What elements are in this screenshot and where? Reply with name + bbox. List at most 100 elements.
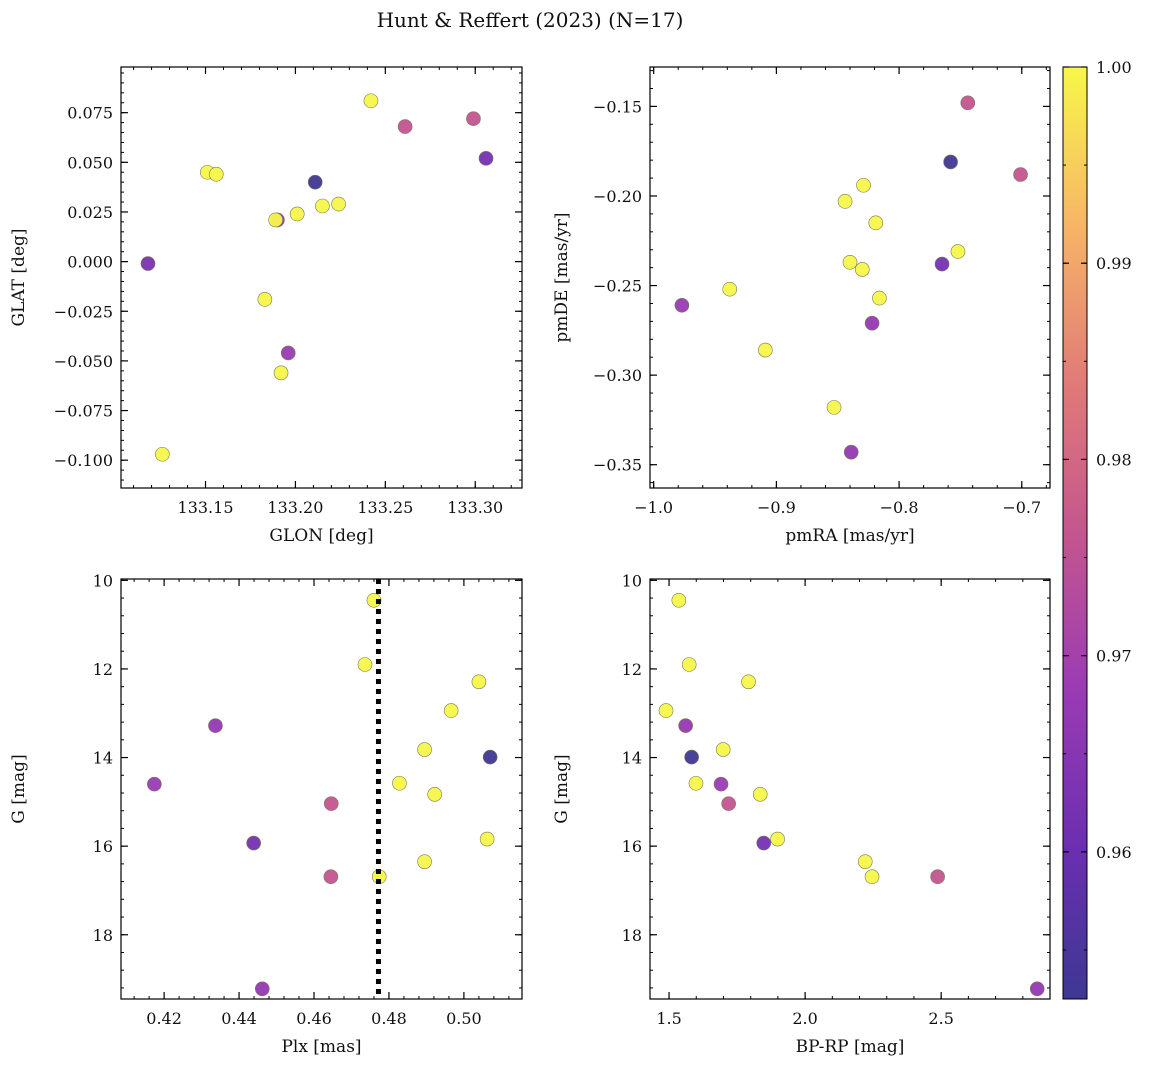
- x-axis-label: BP-RP [mag]: [796, 1037, 905, 1057]
- y-tick-label: −0.20: [593, 187, 642, 206]
- scatter-point: [471, 674, 487, 690]
- figure-title: Hunt & Reffert (2023) (N=17): [377, 8, 684, 32]
- scatter-point: [856, 177, 871, 193]
- scatter-point: [155, 446, 170, 462]
- y-axis-label: pmDE [mas/yr]: [552, 212, 572, 342]
- scatter-point: [826, 400, 842, 415]
- axes-frame: [120, 66, 523, 489]
- y-tick-label: −0.025: [54, 302, 113, 321]
- x-tick-label: 133.20: [267, 498, 323, 517]
- scatter-point: [756, 835, 772, 851]
- scatter-points: [140, 93, 494, 462]
- x-tick-label: 133.25: [357, 498, 413, 517]
- scatter-point: [671, 592, 687, 608]
- scatter-point: [854, 262, 870, 277]
- scatter-point: [721, 796, 736, 811]
- y-tick-label: 12: [622, 660, 642, 679]
- colorbar-gradient: [1062, 66, 1088, 1000]
- scatter-point: [843, 444, 859, 460]
- y-axis-label: G [mag]: [9, 754, 29, 823]
- y-tick-label: 10: [93, 571, 113, 590]
- y-tick-label: 16: [93, 837, 113, 856]
- scatter-point: [960, 95, 976, 111]
- scatter-point: [147, 776, 162, 792]
- scatter-point: [868, 215, 884, 231]
- y-tick-label: −0.30: [593, 366, 642, 385]
- scatter-point: [246, 835, 261, 851]
- scatter-point: [713, 776, 729, 792]
- scatter-point: [722, 281, 738, 297]
- scatter-point: [331, 196, 346, 212]
- y-tick-label: 16: [622, 837, 642, 856]
- scatter-point: [1029, 981, 1045, 997]
- scatter-point: [280, 345, 296, 361]
- x-tick-label: 1.5: [656, 1009, 681, 1028]
- x-axis-label: GLON [deg]: [269, 526, 373, 546]
- y-tick-label: −0.100: [54, 451, 113, 470]
- scatter-point: [307, 174, 323, 190]
- scatter-point: [934, 256, 950, 272]
- scatter-point: [482, 749, 498, 765]
- scatter-points: [674, 95, 1028, 460]
- panels: 133.15 133.20 133.25 133.30 −0.100 −0.075 −0.0…: [9, 66, 1051, 1057]
- scatter-point: [684, 749, 699, 765]
- scatter-point: [478, 151, 494, 166]
- scatter-point: [273, 365, 289, 381]
- scatter-point: [427, 787, 442, 802]
- colorbar-tick-label: 0.98: [1096, 450, 1132, 469]
- scatter-point: [443, 703, 459, 718]
- panel-1: 133.15 133.20 133.25 133.30 −0.100 −0.075 −0.0…: [9, 66, 523, 546]
- scatter-point: [479, 831, 495, 847]
- y-axis-label: GLAT [deg]: [9, 228, 29, 326]
- scatter-point: [758, 342, 773, 358]
- scatter-point: [715, 742, 731, 757]
- scatter-point: [678, 718, 693, 733]
- scatter-point: [392, 775, 407, 791]
- x-tick-label: 133.30: [447, 498, 503, 517]
- scatter-point: [950, 244, 966, 259]
- x-tick-label: 133.15: [178, 498, 234, 517]
- scatter-point: [397, 119, 413, 134]
- x-tick-label: 2.5: [928, 1009, 953, 1028]
- scatter-point: [417, 854, 432, 869]
- scatter-point: [323, 796, 339, 811]
- x-tick-label: 0.46: [296, 1009, 332, 1028]
- y-tick-label: 10: [622, 571, 642, 590]
- x-tick-label: −0.8: [880, 498, 919, 517]
- scatter-point: [681, 657, 697, 672]
- y-tick-label: −0.075: [54, 402, 113, 421]
- x-tick-label: −1.0: [634, 498, 673, 517]
- scatter-point: [658, 703, 674, 718]
- colorbar-tick-label: 0.97: [1096, 647, 1132, 666]
- y-tick-label: 18: [622, 926, 642, 945]
- x-axis-label: Plx [mas]: [281, 1037, 361, 1057]
- axes-frame: [649, 66, 1051, 489]
- x-tick-label: −0.7: [1002, 498, 1041, 517]
- scatter-point: [930, 869, 945, 885]
- scatter-point: [268, 212, 283, 228]
- x-tick-label: 0.48: [371, 1009, 407, 1028]
- scatter-point: [315, 198, 330, 214]
- panel-4: 1.5 2.0 2.5 10 12 14 16 18 BP-RP [mag] G [mag]: [552, 571, 1051, 1057]
- y-tick-label: −0.25: [593, 277, 642, 296]
- scatter-point: [752, 787, 768, 802]
- scatter-point: [943, 154, 958, 170]
- x-tick-label: 2.0: [792, 1009, 817, 1028]
- scatter-point: [209, 166, 224, 182]
- y-tick-label: 0.050: [67, 153, 113, 172]
- scatter-point: [417, 742, 432, 757]
- y-tick-label: 14: [93, 749, 113, 768]
- scatter-point: [842, 254, 858, 270]
- scatter-point: [837, 194, 853, 209]
- axes-frame: [649, 578, 1051, 1000]
- scatter-point: [466, 111, 481, 126]
- y-tick-label: −0.15: [593, 97, 642, 116]
- scatter-point: [140, 256, 156, 271]
- x-axis-label: pmRA [mas/yr]: [785, 526, 914, 546]
- y-tick-label: 14: [622, 749, 642, 768]
- scatter-point: [323, 869, 339, 885]
- y-tick-label: 0.075: [67, 104, 113, 123]
- scatter-point: [674, 297, 690, 313]
- y-axis-label: G [mag]: [552, 754, 572, 823]
